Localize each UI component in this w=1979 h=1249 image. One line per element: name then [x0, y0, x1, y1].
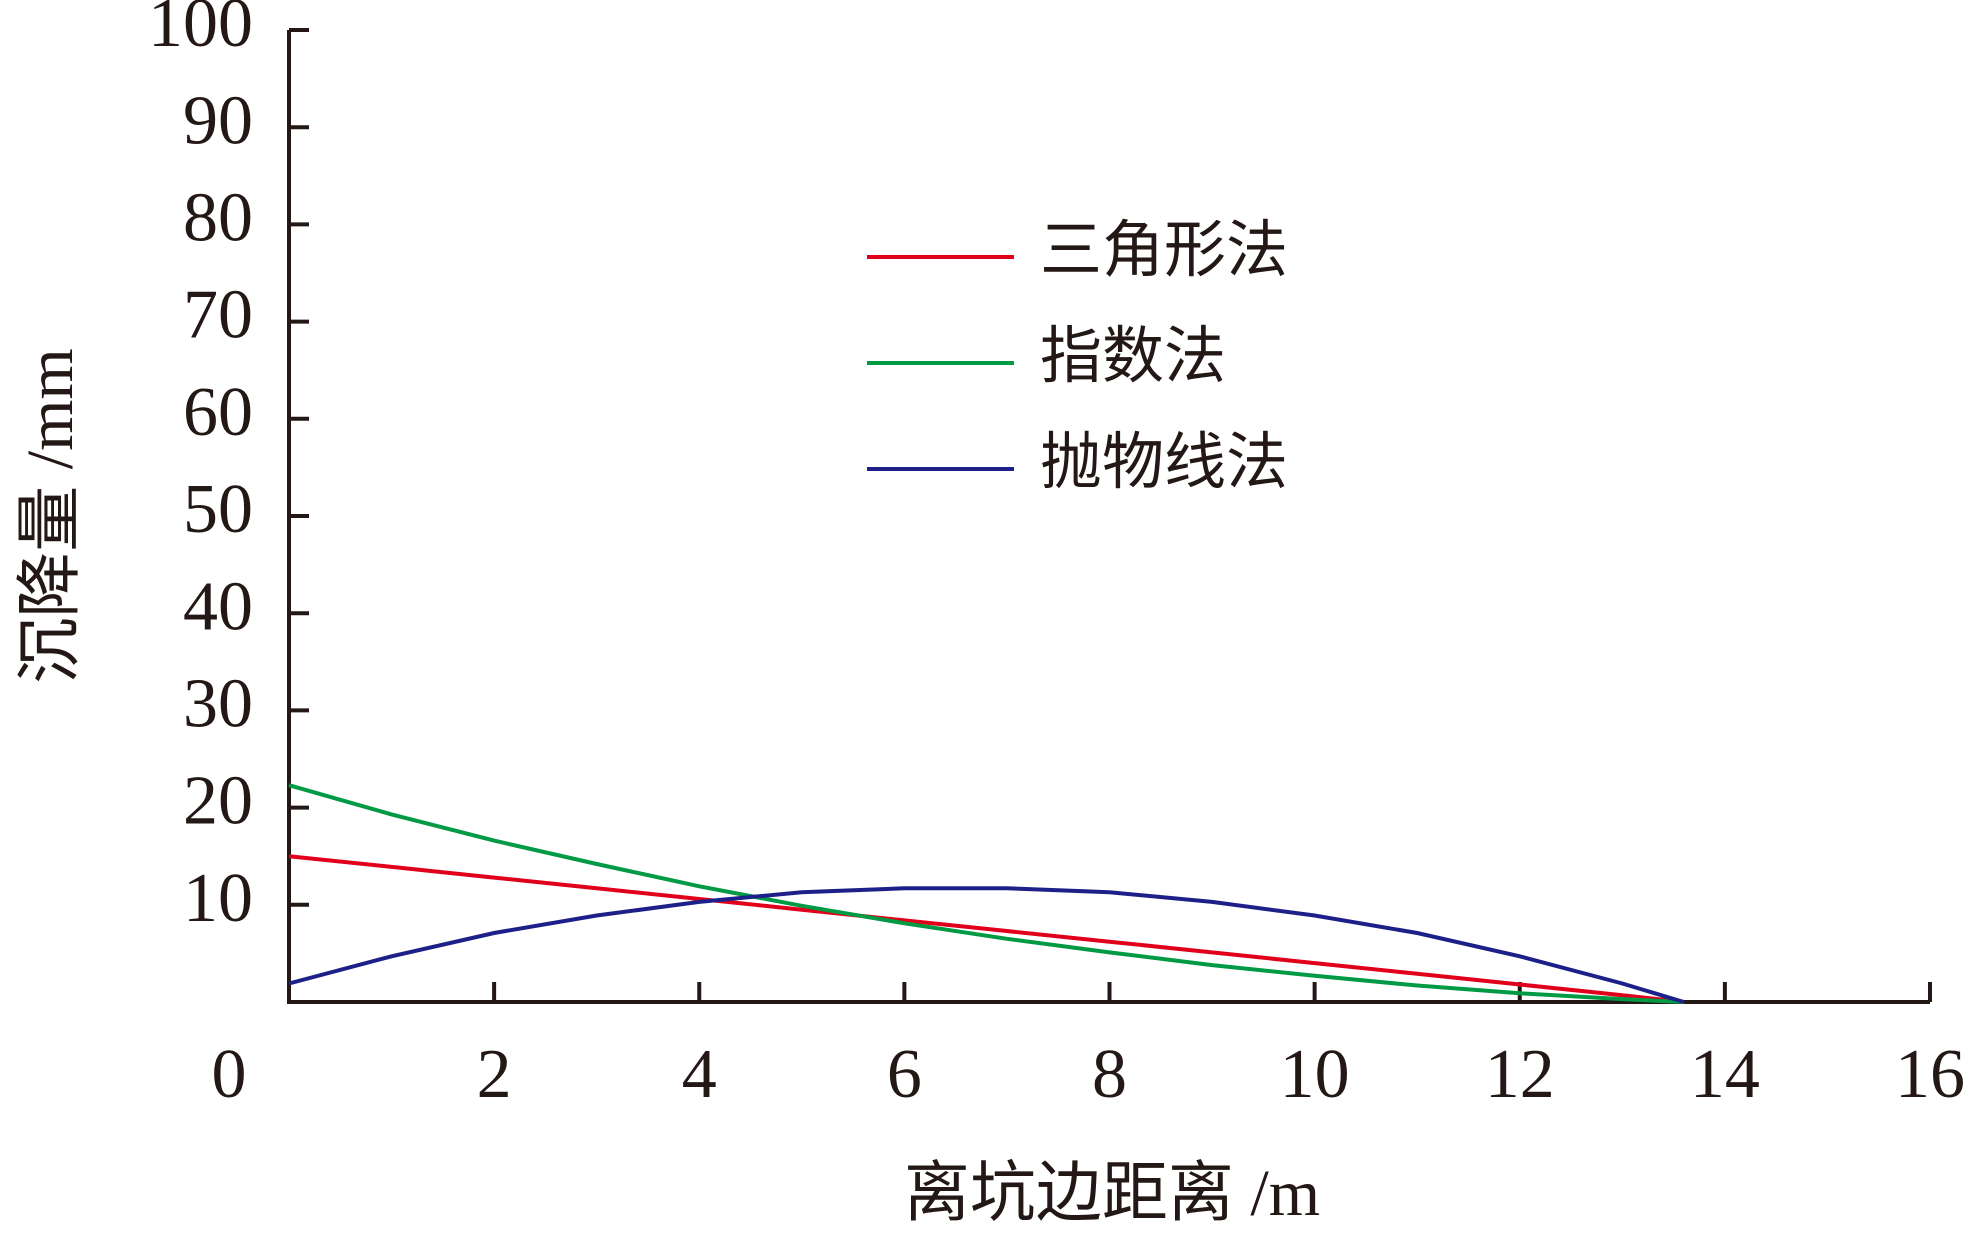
x-tick-label: 16 [1895, 1036, 1965, 1113]
y-tick-label: 100 [148, 0, 253, 62]
y-tick-label: 20 [183, 763, 253, 840]
x-tick-label: 4 [682, 1036, 717, 1113]
legend-label: 抛物线法 [1040, 429, 1288, 497]
x-tick-label: 2 [477, 1036, 512, 1113]
y-axis-label: 沉降量 /mm [14, 348, 87, 684]
legend-label: 指数法 [1040, 323, 1226, 391]
x-tick-label: 10 [1280, 1036, 1350, 1113]
y-tick-label: 80 [183, 179, 253, 256]
y-tick-label: 60 [183, 374, 253, 451]
legend-label: 三角形法 [1040, 217, 1288, 285]
y-tick-label: 30 [183, 665, 253, 742]
y-tick-label: 40 [183, 568, 253, 645]
x-tick-label: 8 [1092, 1036, 1127, 1113]
x-tick-label: 14 [1690, 1036, 1760, 1113]
y-tick-label: 50 [183, 471, 253, 548]
x-tick-label: 6 [887, 1036, 922, 1113]
x-tick-label: 0 [212, 1036, 247, 1113]
y-tick-label: 70 [183, 277, 253, 354]
x-axis-label: 离坑边距离 /m [904, 1157, 1320, 1230]
y-tick-label: 10 [183, 860, 253, 937]
axes [287, 30, 1930, 1004]
y-tick-label: 90 [183, 82, 253, 159]
series-line [288, 886, 1685, 1004]
x-tick-label: 12 [1485, 1036, 1555, 1113]
series-line [288, 854, 1685, 1004]
series-line [288, 783, 1684, 1004]
